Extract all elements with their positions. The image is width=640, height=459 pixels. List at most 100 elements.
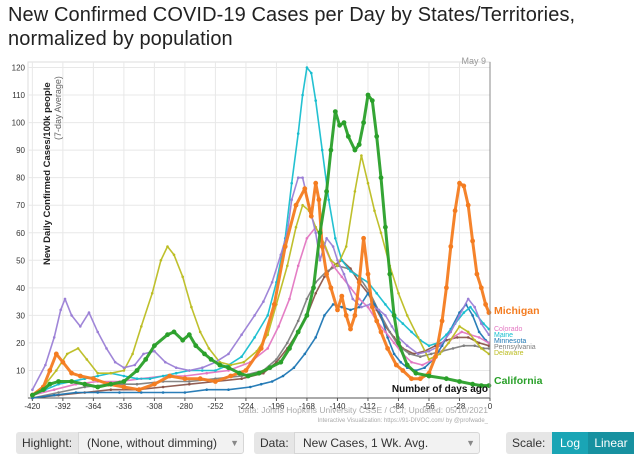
data-point bbox=[466, 336, 470, 339]
highlight-select[interactable]: (None, without dimming) ▼ bbox=[78, 432, 244, 454]
label-colorado: Colorado bbox=[494, 326, 523, 333]
source-credit: Data: Johns Hopkins University CSSE / CC… bbox=[239, 405, 489, 415]
data-point bbox=[181, 275, 184, 279]
data-point bbox=[461, 183, 467, 189]
data-point bbox=[460, 330, 464, 334]
data-point bbox=[417, 376, 423, 382]
x-tick-label: -224 bbox=[238, 402, 255, 411]
chevron-down-icon: ▼ bbox=[230, 438, 239, 448]
data-point bbox=[105, 347, 108, 350]
data-point bbox=[421, 363, 424, 367]
data-point bbox=[313, 180, 319, 186]
data-point bbox=[319, 244, 325, 249]
label-california: California bbox=[494, 375, 543, 387]
label-maine: Maine bbox=[494, 332, 513, 339]
data-point bbox=[303, 352, 307, 356]
data-point bbox=[365, 92, 371, 98]
data-point bbox=[52, 393, 56, 397]
data-point bbox=[317, 230, 323, 236]
data-point bbox=[397, 292, 400, 295]
data-point bbox=[457, 180, 462, 186]
data-point bbox=[427, 358, 431, 361]
data-point bbox=[165, 332, 170, 338]
y-tick-label: 30 bbox=[16, 311, 25, 320]
data-point bbox=[335, 307, 340, 313]
data-point bbox=[473, 344, 477, 348]
data-point bbox=[305, 66, 309, 69]
data-point bbox=[227, 352, 230, 356]
data-point bbox=[445, 333, 448, 337]
label-michigan: Michigan bbox=[494, 305, 540, 317]
y-axis-label-2: (7-day Average) bbox=[53, 76, 63, 140]
data-point bbox=[383, 224, 388, 230]
data-point bbox=[392, 352, 396, 356]
data-select[interactable]: New Cases, 1 Wk. Avg. ▼ bbox=[294, 432, 480, 454]
data-point bbox=[174, 366, 178, 370]
data-point bbox=[243, 368, 249, 373]
data-point bbox=[293, 202, 299, 208]
data-point bbox=[426, 373, 432, 379]
data-point bbox=[79, 325, 82, 328]
label-pennsylvania: Pennsylvania bbox=[494, 344, 536, 351]
data-point bbox=[205, 371, 208, 375]
data-point bbox=[444, 376, 449, 382]
data-point bbox=[188, 382, 191, 386]
data-point bbox=[245, 373, 251, 379]
data-point bbox=[249, 385, 252, 389]
data-point bbox=[311, 285, 316, 291]
data-point bbox=[438, 344, 442, 348]
data-point bbox=[458, 314, 461, 317]
data-point bbox=[324, 271, 329, 277]
y-axis-label: New Daily Confirmed Cases/100k people bbox=[42, 82, 53, 265]
data-point bbox=[134, 368, 140, 373]
x-tick-label: -28 bbox=[454, 402, 466, 411]
data-point bbox=[286, 264, 289, 268]
data-point bbox=[55, 369, 58, 372]
data-point bbox=[135, 377, 139, 381]
data-point bbox=[109, 388, 113, 392]
data-point bbox=[56, 379, 61, 384]
chevron-down-icon: ▼ bbox=[466, 438, 475, 448]
data-point bbox=[373, 303, 376, 306]
data-point bbox=[314, 292, 318, 295]
data-point bbox=[337, 122, 342, 128]
data-point bbox=[143, 357, 149, 362]
data-point bbox=[390, 325, 394, 328]
data-point bbox=[328, 147, 334, 153]
data-point bbox=[148, 377, 152, 381]
data-point bbox=[91, 376, 96, 382]
data-select-value: New Cases, 1 Wk. Avg. bbox=[303, 436, 429, 450]
data-point bbox=[456, 336, 459, 339]
data-point bbox=[439, 318, 445, 324]
data-point bbox=[82, 381, 88, 387]
data-point bbox=[301, 93, 304, 97]
data-point bbox=[352, 313, 358, 318]
data-point bbox=[47, 381, 53, 387]
data-point bbox=[85, 358, 89, 361]
data-point bbox=[278, 359, 284, 365]
y-tick-label: 60 bbox=[16, 229, 25, 238]
data-point bbox=[457, 379, 462, 384]
data-point bbox=[408, 352, 411, 356]
data-point bbox=[131, 352, 134, 356]
data-point bbox=[366, 305, 370, 309]
data-point bbox=[213, 379, 218, 384]
data-point bbox=[480, 322, 483, 325]
data-point bbox=[266, 333, 270, 337]
data-point bbox=[474, 271, 480, 277]
data-point bbox=[314, 99, 318, 102]
data-point bbox=[74, 391, 78, 394]
data-point bbox=[122, 366, 126, 370]
scale-linear-button[interactable]: Linear bbox=[588, 432, 634, 454]
data-point bbox=[360, 154, 363, 157]
chart-title-line2: normalized by population bbox=[8, 28, 233, 50]
scale-log-button[interactable]: Log bbox=[552, 432, 588, 454]
data-point bbox=[349, 270, 352, 273]
series-line bbox=[31, 176, 490, 391]
data-point bbox=[180, 337, 186, 343]
data-point bbox=[53, 351, 59, 357]
data-point bbox=[401, 322, 405, 325]
data-point bbox=[374, 318, 380, 324]
data-point bbox=[30, 392, 35, 398]
data-point bbox=[253, 336, 256, 339]
